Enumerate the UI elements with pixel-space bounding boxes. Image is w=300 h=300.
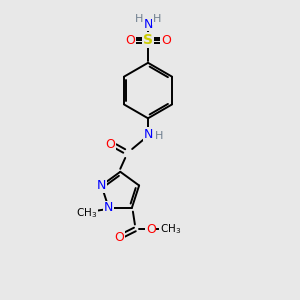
Text: O: O — [105, 138, 115, 151]
Text: H: H — [153, 14, 161, 24]
Text: N: N — [143, 128, 153, 141]
Text: O: O — [114, 231, 124, 244]
Text: CH$_3$: CH$_3$ — [76, 207, 98, 220]
Text: N: N — [104, 201, 113, 214]
Text: CH$_3$: CH$_3$ — [160, 223, 181, 236]
Text: H: H — [155, 131, 163, 141]
Text: S: S — [143, 33, 153, 47]
Text: O: O — [125, 34, 135, 46]
Text: N: N — [97, 179, 106, 192]
Text: O: O — [146, 223, 156, 236]
Text: N: N — [143, 18, 153, 31]
Text: O: O — [161, 34, 171, 46]
Text: H: H — [135, 14, 143, 24]
